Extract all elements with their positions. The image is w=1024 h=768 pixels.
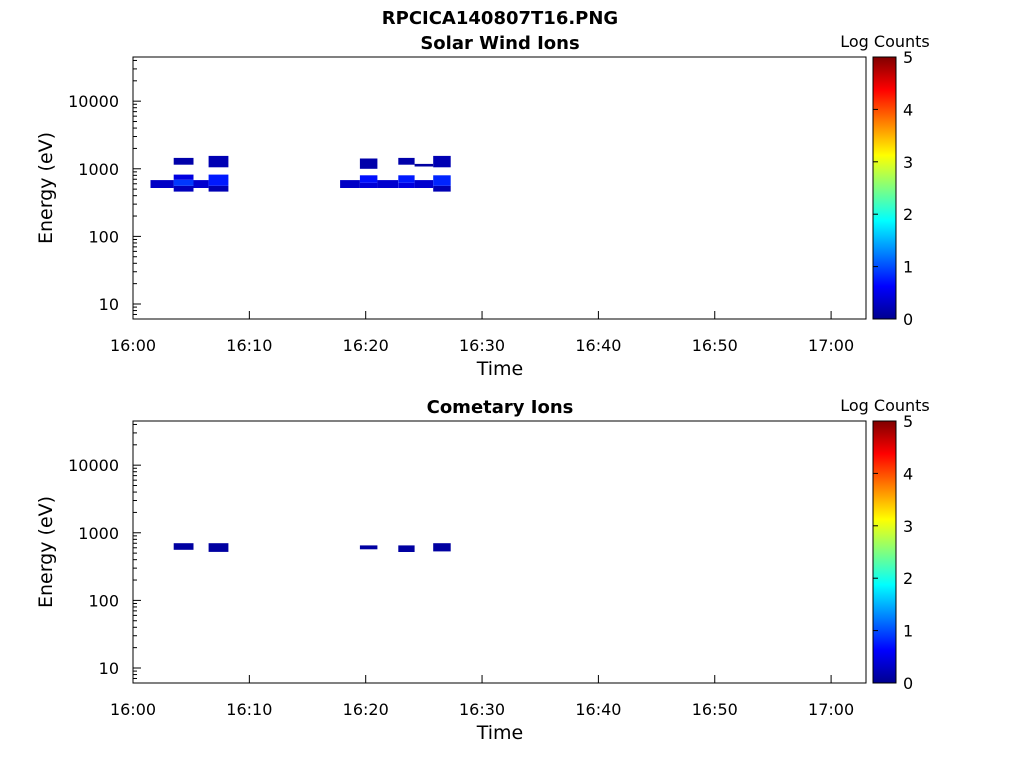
colorbar bbox=[872, 56, 897, 320]
spectrogram-cell bbox=[398, 175, 415, 183]
y-tick-label: 1000 bbox=[78, 524, 119, 543]
x-tick-label: 17:00 bbox=[808, 336, 854, 355]
colorbar-tick-label: 0 bbox=[903, 310, 913, 329]
plot-area bbox=[132, 56, 867, 320]
colorbar-tick-label: 2 bbox=[903, 205, 913, 224]
plot-area bbox=[132, 420, 867, 684]
panel-title: Solar Wind Ions bbox=[420, 33, 579, 54]
y-tick-label: 1000 bbox=[78, 160, 119, 179]
spectrogram-cell bbox=[208, 543, 229, 552]
spectrogram-cell bbox=[208, 155, 229, 168]
spectrogram-cell bbox=[173, 157, 194, 165]
spectrogram-cell bbox=[359, 545, 378, 550]
y-axis-label: Energy (eV) bbox=[35, 496, 57, 608]
x-tick-label: 16:50 bbox=[692, 700, 738, 719]
y-tick-label: 100 bbox=[88, 591, 119, 610]
colorbar-tick-label: 0 bbox=[903, 674, 913, 693]
y-tick-label: 10000 bbox=[68, 92, 119, 111]
colorbar-tick-label: 5 bbox=[903, 48, 913, 67]
colorbar bbox=[872, 420, 897, 684]
x-tick-label: 16:10 bbox=[226, 700, 272, 719]
x-tick-label: 16:20 bbox=[343, 700, 389, 719]
spectrogram-cell bbox=[398, 157, 415, 165]
colorbar-tick-label: 3 bbox=[903, 517, 913, 536]
y-tick-label: 10 bbox=[99, 659, 119, 678]
spectrogram-cell bbox=[433, 155, 451, 168]
spectrogram-cell bbox=[377, 180, 399, 188]
colorbar-tick-label: 5 bbox=[903, 412, 913, 431]
x-tick-label: 16:30 bbox=[459, 700, 505, 719]
spectrogram-cell bbox=[150, 180, 174, 188]
spectrogram-cell bbox=[173, 185, 194, 192]
x-tick-label: 16:00 bbox=[110, 336, 156, 355]
x-tick-label: 16:30 bbox=[459, 336, 505, 355]
colorbar-tick-label: 2 bbox=[903, 569, 913, 588]
spectrogram-cell bbox=[340, 180, 360, 188]
colorbar-tick-label: 1 bbox=[903, 258, 913, 277]
spectrogram-cell bbox=[173, 174, 194, 180]
x-tick-label: 16:40 bbox=[575, 336, 621, 355]
spectrogram-cell bbox=[359, 158, 378, 169]
spectrogram-cell bbox=[433, 185, 451, 192]
colorbar-tick-label: 4 bbox=[903, 100, 913, 119]
x-axis-label: Time bbox=[476, 358, 524, 380]
spectrogram-cell bbox=[398, 182, 415, 188]
colorbar-label: Log Counts bbox=[840, 396, 930, 415]
spectrogram-cell bbox=[359, 175, 378, 183]
spectrogram-cell bbox=[414, 180, 434, 188]
colorbar-label: Log Counts bbox=[840, 32, 930, 51]
x-tick-label: 16:00 bbox=[110, 700, 156, 719]
spectrogram-cell bbox=[208, 174, 229, 186]
colorbar-tick-label: 1 bbox=[903, 622, 913, 641]
colorbar-tick-label: 3 bbox=[903, 153, 913, 172]
spectrogram-cell bbox=[398, 545, 415, 552]
y-axis-label: Energy (eV) bbox=[35, 132, 57, 244]
y-tick-label: 10 bbox=[99, 295, 119, 314]
x-tick-label: 16:40 bbox=[575, 700, 621, 719]
panel-title: Cometary Ions bbox=[427, 397, 574, 418]
spectrogram-cell bbox=[433, 175, 451, 186]
spectrogram-cell bbox=[359, 182, 378, 188]
spectrogram-cell bbox=[433, 543, 451, 552]
spectrogram-cell bbox=[193, 180, 209, 188]
x-tick-label: 16:50 bbox=[692, 336, 738, 355]
spectrogram-cell bbox=[208, 185, 229, 192]
colorbar-tick-label: 4 bbox=[903, 464, 913, 483]
y-tick-label: 100 bbox=[88, 227, 119, 246]
x-tick-label: 16:10 bbox=[226, 336, 272, 355]
x-tick-label: 17:00 bbox=[808, 700, 854, 719]
spectrogram-cell bbox=[173, 179, 194, 186]
x-axis-label: Time bbox=[476, 722, 524, 744]
spectrogram-cell bbox=[414, 163, 434, 167]
figure-title: RPCICA140807T16.PNG bbox=[382, 8, 618, 29]
spectrogram-cell bbox=[173, 543, 194, 550]
x-tick-label: 16:20 bbox=[343, 336, 389, 355]
y-tick-label: 10000 bbox=[68, 456, 119, 475]
